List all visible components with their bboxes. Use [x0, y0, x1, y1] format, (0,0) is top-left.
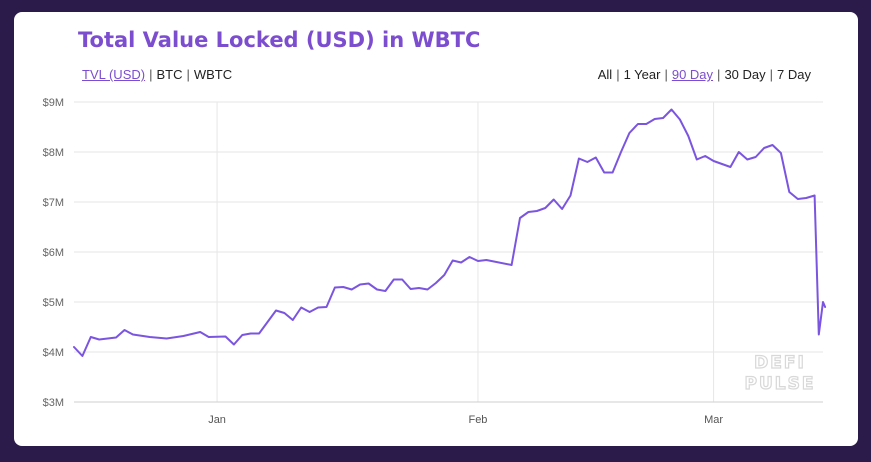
range-option-1-year[interactable]: 1 Year — [623, 67, 661, 82]
range-toggle: All | 1 Year | 90 Day | 30 Day | 7 Day — [598, 67, 811, 82]
x-tick-label: Jan — [208, 414, 226, 426]
range-option-90-day[interactable]: 90 Day — [671, 67, 714, 82]
separator: | — [664, 67, 668, 82]
range-option-7-day[interactable]: 7 Day — [777, 67, 811, 82]
y-tick-label: $8M — [43, 147, 64, 159]
range-option-30-day[interactable]: 30 Day — [724, 67, 766, 82]
separator: | — [149, 67, 153, 82]
y-tick-label: $7M — [43, 197, 64, 209]
y-tick-label: $3M — [43, 397, 64, 409]
y-tick-label: $6M — [43, 247, 64, 259]
separator: | — [616, 67, 620, 82]
unit-toggle: TVL (USD) | BTC | WBTC — [82, 67, 232, 82]
unit-option-wbtc[interactable]: WBTC — [193, 67, 233, 82]
separator: | — [717, 67, 721, 82]
chart-card: Total Value Locked (USD) in WBTC TVL (US… — [14, 12, 858, 446]
unit-option-btc[interactable]: BTC — [156, 67, 183, 82]
chart-title: Total Value Locked (USD) in WBTC — [78, 28, 481, 52]
x-tick-label: Feb — [468, 414, 487, 426]
x-tick-label: Mar — [704, 414, 723, 426]
watermark-text: DEFI — [754, 353, 806, 373]
y-tick-label: $4M — [43, 347, 64, 359]
y-tick-label: $5M — [43, 297, 64, 309]
series-line — [73, 108, 827, 357]
separator: | — [769, 67, 774, 82]
y-tick-label: $9M — [43, 97, 64, 109]
separator: | — [186, 67, 190, 82]
range-option-all[interactable]: All — [597, 67, 613, 82]
unit-option-tvl-usd[interactable]: TVL (USD) — [82, 67, 146, 82]
watermark-text: PULSE — [745, 374, 816, 394]
